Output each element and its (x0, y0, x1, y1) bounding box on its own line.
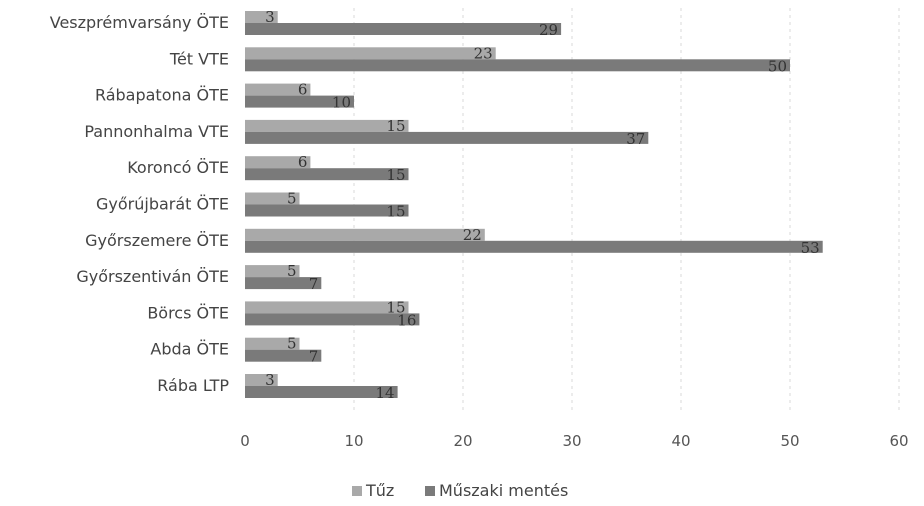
bar-muszaki-mentes (245, 240, 823, 253)
bar-tuz (245, 374, 278, 386)
bar-tuz (245, 265, 300, 278)
bar-muszaki-mentes (245, 277, 322, 290)
legend: Tűz Műszaki mentés (352, 481, 568, 500)
category-label: Győrszentiván ÖTE (76, 267, 229, 286)
bar-tuz (245, 119, 409, 132)
x-tick-label: 50 (780, 432, 799, 450)
data-label-muszaki-mentes: 7 (309, 275, 319, 293)
category-label: Abda ÖTE (150, 340, 229, 359)
data-label-tuz: 3 (265, 371, 275, 389)
legend-label: Tűz (365, 481, 394, 500)
bar-muszaki-mentes (245, 131, 649, 144)
data-label-muszaki-mentes: 29 (539, 21, 558, 39)
category-label: Veszprémvarsány ÖTE (50, 13, 229, 32)
x-tick-label: 60 (889, 432, 908, 450)
bar-tuz (245, 47, 496, 60)
data-label-muszaki-mentes: 14 (376, 384, 395, 402)
bar-muszaki-mentes (245, 204, 409, 217)
x-tick-label: 20 (453, 432, 472, 450)
category-label: Börcs ÖTE (147, 303, 229, 322)
data-label-muszaki-mentes: 15 (386, 203, 405, 221)
bar-muszaki-mentes (245, 349, 322, 362)
bars (245, 11, 823, 398)
bar-muszaki-mentes (245, 168, 409, 181)
category-labels: Veszprémvarsány ÖTE Tét VTE Rábapatona ÖTE… (50, 13, 230, 395)
data-label-tuz: 5 (287, 335, 297, 353)
data-label-muszaki-mentes: 7 (309, 348, 319, 366)
x-axis-tick-labels: 0 10 20 30 40 50 60 (240, 432, 908, 450)
bar-muszaki-mentes (245, 313, 420, 326)
x-tick-label: 10 (344, 432, 363, 450)
data-label-tuz: 23 (474, 44, 493, 62)
data-label-tuz: 5 (287, 190, 297, 208)
data-label-muszaki-mentes: 15 (386, 166, 405, 184)
x-tick-label: 30 (562, 432, 581, 450)
category-label: Koroncó ÖTE (127, 158, 229, 177)
data-label-muszaki-mentes: 10 (332, 94, 351, 112)
data-label-tuz: 3 (265, 8, 275, 26)
data-label-tuz: 22 (463, 226, 482, 244)
bar-muszaki-mentes (245, 95, 354, 108)
category-label: Rábapatona ÖTE (95, 86, 229, 105)
x-tick-label: 40 (671, 432, 690, 450)
category-label: Rába LTP (157, 376, 229, 395)
bar-tuz (245, 83, 311, 96)
data-label-muszaki-mentes: 37 (626, 130, 645, 148)
bar-muszaki-mentes (245, 386, 398, 398)
data-label-tuz: 15 (386, 298, 405, 316)
data-label-tuz: 5 (287, 262, 297, 280)
bar-tuz (245, 192, 300, 205)
data-label-tuz: 6 (298, 81, 308, 99)
data-label-muszaki-mentes: 50 (768, 57, 787, 75)
category-label: Tét VTE (169, 49, 229, 68)
category-label: Győrszemere ÖTE (85, 231, 229, 250)
bar-tuz (245, 301, 409, 314)
bar-tuz (245, 337, 300, 350)
legend-swatch (425, 486, 435, 496)
data-label-tuz: 15 (386, 117, 405, 135)
bar-tuz (245, 11, 278, 23)
legend-swatch (352, 486, 362, 496)
bar-tuz (245, 156, 311, 169)
bar-muszaki-mentes (245, 59, 790, 72)
bar-muszaki-mentes (245, 23, 562, 35)
legend-label: Műszaki mentés (439, 481, 568, 500)
data-label-muszaki-mentes: 53 (801, 239, 820, 257)
bar-tuz (245, 228, 485, 241)
x-tick-label: 0 (240, 432, 250, 450)
category-label: Pannonhalma VTE (84, 122, 229, 141)
data-label-muszaki-mentes: 16 (397, 311, 416, 329)
category-label: Győrújbarát ÖTE (96, 195, 229, 214)
data-label-tuz: 6 (298, 153, 308, 171)
